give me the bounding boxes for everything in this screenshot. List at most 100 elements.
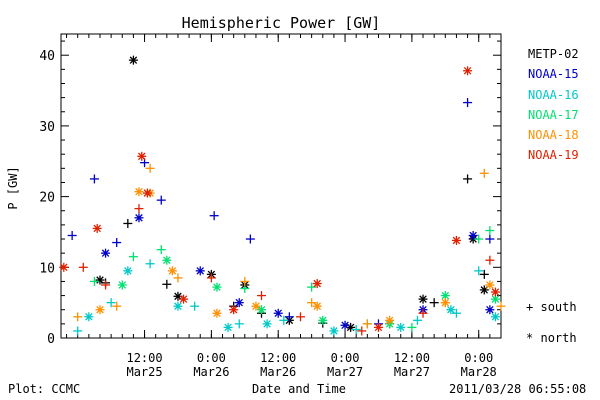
- chart-legend: METP-02 NOAA-15 NOAA-16 NOAA-17 NOAA-18 NOAA-…: [528, 44, 579, 166]
- point-noaa-19-south-3: [206, 273, 216, 283]
- point-noaa-16-north-5: [329, 326, 339, 336]
- point-noaa-19-south-8: [485, 255, 495, 265]
- point-noaa-15-south-0: [67, 230, 77, 240]
- point-noaa-15-south-4: [156, 195, 166, 205]
- x-tick-time-0: 12:00: [126, 351, 162, 365]
- x-tick-date-1: Mar26: [193, 365, 229, 379]
- point-noaa-19-north-6: [312, 279, 322, 289]
- legend-item-noaa-18: NOAA-18: [528, 128, 579, 143]
- point-noaa-17-south-4: [307, 282, 317, 292]
- point-noaa-16-south-9: [474, 266, 484, 276]
- y-axis-label: P [GW]: [6, 166, 20, 209]
- x-tick-date-5: Mar28: [461, 365, 497, 379]
- point-noaa-15-north-5: [340, 320, 350, 330]
- point-noaa-19-north-3: [142, 188, 152, 198]
- point-noaa-16-south-3: [190, 301, 200, 311]
- point-noaa-15-south-10: [485, 234, 495, 244]
- point-noaa-16-south-1: [106, 298, 116, 308]
- point-metp-02-south-1: [123, 218, 133, 228]
- point-noaa-19-north-1: [92, 223, 102, 233]
- point-noaa-18-north-8: [440, 298, 450, 308]
- y-tick-label-4: 40: [39, 49, 55, 64]
- point-noaa-18-south-1: [112, 301, 122, 311]
- x-tick-date-3: Mar27: [327, 365, 363, 379]
- point-noaa-15-south-6: [245, 234, 255, 244]
- point-noaa-17-north-2: [212, 282, 222, 292]
- point-noaa-16-north-8: [490, 312, 500, 322]
- point-noaa-16-north-3: [223, 322, 233, 332]
- point-noaa-18-north-6: [312, 301, 322, 311]
- point-noaa-19-north-9: [463, 66, 473, 76]
- point-noaa-16-south-8: [451, 308, 461, 318]
- point-metp-02-north-7: [418, 294, 428, 304]
- point-noaa-18-north-0: [95, 305, 105, 315]
- point-noaa-15-north-0: [101, 248, 111, 258]
- point-noaa-16-south-4: [234, 319, 244, 329]
- point-metp-02-south-7: [429, 298, 439, 308]
- point-noaa-15-north-7: [468, 230, 478, 240]
- point-noaa-16-south-7: [412, 315, 422, 325]
- point-noaa-16-north-2: [173, 301, 183, 311]
- point-noaa-17-north-7: [490, 294, 500, 304]
- point-metp-02-south-2: [162, 279, 172, 289]
- point-noaa-16-south-5: [279, 315, 289, 325]
- point-noaa-15-north-8: [485, 305, 495, 315]
- point-noaa-17-north-3: [257, 305, 267, 315]
- footer-left: Plot: CCMC: [8, 382, 81, 396]
- point-noaa-16-south-6: [351, 325, 361, 335]
- plot-frame: [60, 33, 502, 339]
- y-tick-label-1: 10: [39, 261, 55, 276]
- point-noaa-15-north-3: [234, 298, 244, 308]
- x-tick-date-2: Mar26: [260, 365, 296, 379]
- point-noaa-18-north-9: [485, 280, 495, 290]
- y-tick-label-0: 0: [47, 332, 55, 347]
- point-metp-02-north-1: [128, 55, 138, 65]
- point-noaa-18-south-0: [73, 312, 83, 322]
- point-noaa-19-south-0: [78, 262, 88, 272]
- point-noaa-17-south-8: [485, 226, 495, 236]
- point-noaa-18-north-1: [134, 187, 144, 197]
- point-noaa-18-south-4: [240, 276, 250, 286]
- legend-item-noaa-15: NOAA-15: [528, 67, 579, 82]
- point-noaa-16-north-4: [262, 319, 272, 329]
- point-noaa-19-south-6: [357, 326, 367, 336]
- y-tick-label-3: 30: [39, 120, 55, 135]
- point-noaa-16-north-7: [446, 305, 456, 315]
- point-noaa-19-north-5: [229, 305, 239, 315]
- point-noaa-18-north-3: [167, 266, 177, 276]
- point-noaa-19-north-4: [179, 294, 189, 304]
- point-noaa-15-north-4: [273, 308, 283, 318]
- point-noaa-17-south-0: [89, 276, 99, 286]
- point-noaa-19-north-7: [373, 322, 383, 332]
- footer-center: Date and Time: [252, 382, 346, 396]
- x-tick-time-3: 0:00: [331, 351, 360, 365]
- point-noaa-18-north-7: [385, 315, 395, 325]
- point-noaa-19-north-2: [137, 151, 147, 161]
- north-label: north: [540, 331, 577, 345]
- point-noaa-17-north-1: [162, 255, 172, 265]
- legend-item-noaa-16: NOAA-16: [528, 87, 579, 102]
- x-tick-date-4: Mar27: [394, 365, 430, 379]
- point-noaa-17-south-6: [407, 322, 417, 332]
- point-noaa-15-north-1: [134, 213, 144, 223]
- point-noaa-18-south-6: [362, 319, 372, 329]
- point-noaa-19-south-4: [257, 291, 267, 301]
- north-symbol: *: [526, 331, 534, 345]
- point-noaa-18-south-5: [307, 298, 317, 308]
- point-noaa-15-south-7: [284, 312, 294, 322]
- x-tick-time-1: 0:00: [197, 351, 226, 365]
- point-noaa-19-south-7: [418, 308, 428, 318]
- point-metp-02-south-9: [479, 269, 489, 279]
- symbol-key-north: * north: [526, 331, 577, 345]
- point-metp-02-south-8: [463, 174, 473, 184]
- legend-item-metp-02: METP-02: [528, 47, 579, 61]
- point-noaa-17-south-2: [156, 245, 166, 255]
- x-tick-time-2: 12:00: [260, 351, 296, 365]
- footer-right: 2011/03/28 06:55:08: [449, 382, 587, 396]
- point-noaa-18-north-5: [251, 301, 261, 311]
- y-tick-label-2: 20: [39, 191, 55, 206]
- legend-item-noaa-19: NOAA-19: [528, 148, 579, 163]
- point-metp-02-north-0: [95, 275, 105, 285]
- point-noaa-15-south-9: [463, 98, 473, 108]
